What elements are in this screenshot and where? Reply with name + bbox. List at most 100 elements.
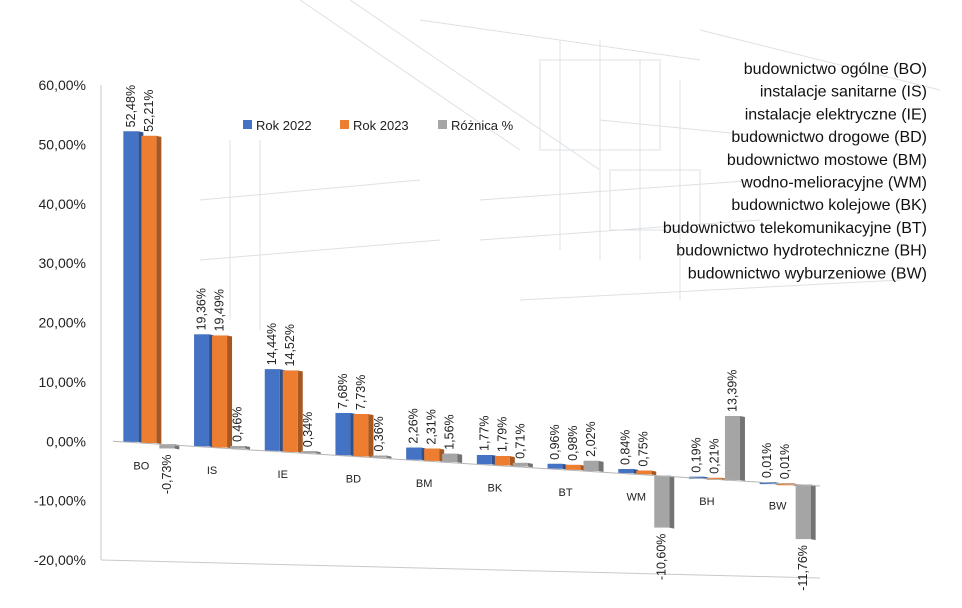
- data-label: 1,79%: [495, 417, 509, 452]
- bar: [300, 451, 316, 454]
- data-label: 13,39%: [725, 370, 739, 412]
- bar: [547, 463, 563, 469]
- y-tick-label: 50,00%: [39, 136, 86, 152]
- data-label: 0,46%: [231, 407, 245, 442]
- bar: [353, 414, 369, 457]
- y-tick-label: 0,00%: [46, 433, 86, 449]
- bar-side: [810, 484, 816, 541]
- x-tick-label: IS: [207, 465, 217, 477]
- bar: [512, 462, 528, 467]
- bar: [654, 475, 670, 528]
- data-label: 0,01%: [760, 443, 774, 478]
- y-tick-label: 40,00%: [39, 196, 86, 212]
- bars: [123, 131, 816, 541]
- bar: [141, 135, 157, 444]
- legend-label: Rok 2023: [353, 118, 409, 133]
- data-label: 0,01%: [778, 444, 792, 479]
- data-label: 7,68%: [336, 374, 350, 409]
- bar: [230, 446, 246, 449]
- data-label: 2,31%: [425, 409, 439, 444]
- data-label: -11,76%: [796, 545, 810, 591]
- bar-side: [457, 453, 463, 464]
- x-tick-label: BH: [699, 496, 714, 508]
- legend-swatch: [438, 120, 447, 129]
- bar-side: [669, 475, 675, 529]
- bar: [442, 453, 458, 463]
- bar: [618, 469, 634, 474]
- data-label: 0,19%: [689, 437, 703, 472]
- data-label: 52,48%: [124, 85, 138, 127]
- bar: [424, 448, 440, 461]
- data-label: 1,56%: [443, 414, 457, 449]
- y-tick-label: -20,00%: [34, 552, 86, 568]
- bar: [159, 444, 175, 449]
- legend: Rok 2022 Rok 2023 Różnica %: [243, 118, 514, 133]
- category-key-item: budownictwo hydrotechniczne (BH): [676, 243, 927, 260]
- bar-side: [651, 470, 657, 476]
- category-key-item: instalacje sanitarne (IS): [760, 84, 927, 101]
- x-tick-label: WM: [626, 492, 646, 504]
- bar: [476, 454, 492, 465]
- data-label: 0,34%: [301, 412, 315, 447]
- data-label: -10,60%: [655, 534, 669, 581]
- x-tick-label: IE: [278, 469, 288, 481]
- data-label: -0,73%: [160, 454, 174, 494]
- zero-line: [112, 440, 821, 487]
- data-label: 0,21%: [707, 438, 721, 473]
- y-tick-label: 10,00%: [39, 374, 86, 390]
- category-key-item: budownictwo wyburzeniowe (BW): [688, 265, 927, 282]
- y-axis: -20,00% -10,00% 0,00% 10,00% 20,00% 30,00% 40,…: [34, 77, 102, 568]
- data-label: 7,73%: [354, 375, 368, 410]
- bar: [795, 484, 811, 540]
- y-tick-label: 20,00%: [39, 315, 86, 331]
- category-key-item: budownictwo drogowe (BD): [731, 129, 927, 146]
- x-tick-label: BO: [133, 460, 149, 472]
- bar: [335, 412, 351, 456]
- legend-label: Rok 2022: [256, 118, 312, 133]
- category-key-item: budownictwo kolejowe (BK): [731, 197, 927, 214]
- legend-swatch: [340, 120, 349, 129]
- y-tick-label: -10,00%: [34, 493, 86, 509]
- category-key-item: budownictwo mostowe (BM): [727, 152, 927, 169]
- data-label: 0,84%: [619, 430, 633, 465]
- bar: [636, 470, 652, 475]
- bar-side: [297, 370, 303, 453]
- data-label: 0,71%: [513, 423, 527, 458]
- floor-line: [100, 559, 821, 579]
- bar: [565, 464, 581, 470]
- data-label: 14,44%: [265, 323, 279, 365]
- data-label: 1,77%: [477, 416, 491, 451]
- bar: [406, 447, 422, 460]
- data-label: 52,21%: [142, 89, 156, 131]
- bar: [724, 415, 740, 480]
- data-labels: 52,48% 52,21% -0,73% 19,36% 19,49% 0,46% 14,44…: [124, 85, 810, 591]
- data-label: 0,96%: [548, 424, 562, 459]
- bar: [371, 455, 387, 458]
- bar-side: [227, 335, 233, 449]
- x-axis: BO IS IE BD BM BK BT WM BH BW: [100, 440, 821, 579]
- legend-swatch: [243, 120, 252, 129]
- bar-side: [527, 462, 533, 468]
- x-tick-label: BT: [559, 487, 573, 499]
- data-label: 2,26%: [407, 408, 421, 443]
- bar: [212, 335, 228, 448]
- bar: [123, 131, 139, 442]
- bar-side: [368, 414, 374, 458]
- data-label: 0,98%: [566, 425, 580, 460]
- y-tick-label: 30,00%: [39, 255, 86, 271]
- x-tick-label: BM: [416, 478, 433, 490]
- category-key-item: budownictwo ogólne (BO): [744, 61, 927, 78]
- data-label: 19,49%: [213, 289, 227, 331]
- legend-label: Różnica %: [451, 118, 514, 133]
- x-tick-label: BD: [346, 474, 361, 486]
- blueprint-background: [199, 0, 941, 330]
- category-key-item: instalacje elektryczne (IE): [745, 106, 927, 123]
- bar: [282, 370, 298, 452]
- bar-side: [598, 460, 604, 473]
- category-key-item: budownictwo telekomunikacyjne (BT): [663, 220, 927, 237]
- bar: [194, 334, 210, 447]
- data-label: 2,02%: [584, 421, 598, 456]
- bar: [494, 456, 510, 466]
- x-tick-label: BW: [769, 501, 787, 513]
- data-label: 14,52%: [283, 324, 297, 366]
